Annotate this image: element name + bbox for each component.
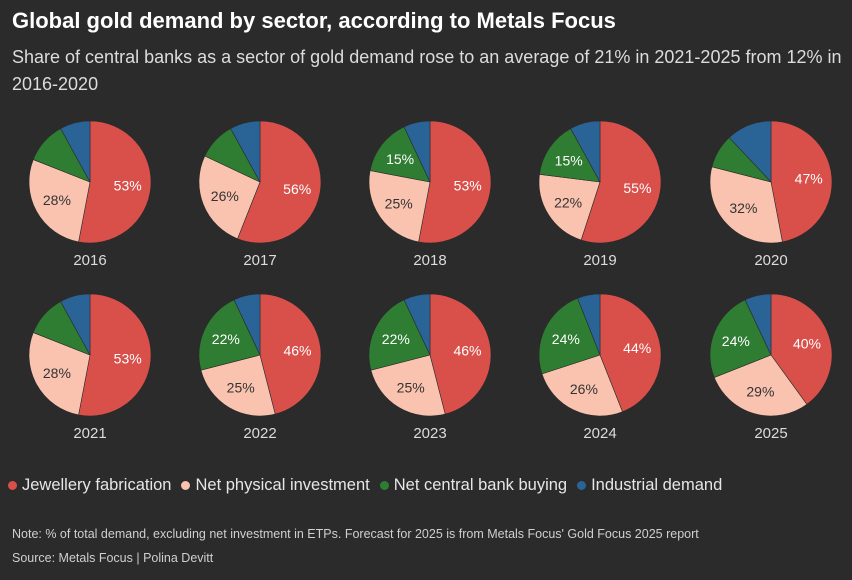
pie-slice-industrial-demand <box>60 293 91 356</box>
pie-2022: 46% 25% 22% 2022 <box>198 293 322 442</box>
pie-2023: 46% 25% 22% 2023 <box>368 293 492 442</box>
pie-slice-jewellery-fabrication <box>78 120 152 244</box>
slice-data-label: 28% <box>43 365 71 381</box>
legend-dot-icon <box>379 481 389 490</box>
pie-2017: 56% 26% 2017 <box>198 120 322 269</box>
pie-2018: 53% 25% 15% 2018 <box>368 120 492 269</box>
pie-slice-jewellery-fabrication <box>259 293 322 415</box>
pie-year-label: 2023 <box>413 425 446 442</box>
pie-2019: 55% 22% 15% 2019 <box>538 120 662 269</box>
slice-data-label: 22% <box>382 331 410 347</box>
slice-data-label: 15% <box>555 153 583 169</box>
chart-subtitle: Share of central banks as a sector of go… <box>12 47 842 94</box>
slice-data-label: 26% <box>570 381 598 397</box>
pie-slice-jewellery-fabrication <box>770 293 833 405</box>
slice-data-label: 46% <box>453 342 481 358</box>
pie-slice-net-physical-investment <box>198 155 261 240</box>
legend-label: Net physical investment <box>195 476 370 494</box>
pie-slice-jewellery-fabrication <box>770 120 833 243</box>
pie-2016: 53% 28% 2016 <box>28 120 152 269</box>
pie-slice-industrial-demand <box>233 293 261 356</box>
pie-year-label: 2024 <box>583 425 616 442</box>
pie-slice-industrial-demand <box>403 120 431 183</box>
pie-year-label: 2019 <box>583 252 616 269</box>
pie-2025: 40% 29% 24% 2025 <box>709 293 833 442</box>
pie-slice-industrial-demand <box>230 120 261 183</box>
pie-2021: 53% 28% 2021 <box>28 293 152 442</box>
slice-data-label: 32% <box>729 200 757 216</box>
slice-data-label: 25% <box>397 380 425 396</box>
slice-data-label: 26% <box>211 188 239 204</box>
slice-data-label: 53% <box>114 178 142 194</box>
slice-data-label: 22% <box>554 194 582 210</box>
pie-slice-industrial-demand <box>570 120 601 183</box>
source-credit: Source: Metals Focus | Polina Devitt <box>12 551 214 565</box>
legend-dot-icon <box>8 481 17 490</box>
pie-slice-net-central-bank-buying <box>709 299 772 378</box>
pie-year-label: 2018 <box>413 252 446 269</box>
pie-year-label: 2022 <box>243 425 276 442</box>
pie-slice-industrial-demand <box>728 120 772 183</box>
pie-slice-net-physical-investment <box>713 354 808 417</box>
slice-data-label: 25% <box>227 380 255 396</box>
legend-item-jewellery: Jewellery fabrication <box>8 476 171 495</box>
pie-slice-net-physical-investment <box>368 170 431 243</box>
slice-data-label: 22% <box>212 331 240 347</box>
slice-data-label: 29% <box>746 383 774 399</box>
slice-data-label: 25% <box>385 195 413 211</box>
legend-item-net-physical-investment: Net physical investment <box>181 476 370 495</box>
pie-year-label: 2016 <box>73 252 106 269</box>
legend-label: Jewellery fabrication <box>22 476 172 494</box>
legend-label: Net central bank buying <box>393 476 568 494</box>
slice-data-label: 15% <box>386 151 414 167</box>
slice-data-label: 46% <box>283 342 311 358</box>
pie-2024: 44% 26% 24% 2024 <box>538 293 662 442</box>
pie-slice-net-central-bank-buying <box>369 126 431 183</box>
pie-slice-net-physical-investment <box>28 332 91 416</box>
pie-year-label: 2017 <box>243 252 276 269</box>
slice-data-label: 44% <box>623 340 651 356</box>
pie-slice-industrial-demand <box>744 293 772 356</box>
slice-data-label: 24% <box>552 331 580 347</box>
pie-year-label: 2025 <box>754 425 787 442</box>
legend-item-central-bank: Net central bank buying <box>379 476 568 495</box>
chart-title: Global gold demand by sector, according … <box>12 8 616 33</box>
pie-slice-net-physical-investment <box>370 354 446 417</box>
pie-slice-net-physical-investment <box>200 354 276 417</box>
pie-slice-industrial-demand <box>403 293 431 356</box>
slice-data-label: 53% <box>454 178 482 194</box>
legend-item-industrial: Industrial demand <box>577 476 722 495</box>
slice-data-label: 53% <box>114 351 142 367</box>
legend: Jewellery fabrication Net physical inves… <box>8 476 732 495</box>
slice-data-label: 56% <box>283 181 311 197</box>
pie-slice-industrial-demand <box>577 293 601 356</box>
legend-dot-icon <box>577 481 587 490</box>
pie-year-label: 2020 <box>754 252 787 269</box>
pie-slice-industrial-demand <box>60 120 91 183</box>
slice-data-label: 24% <box>722 333 750 349</box>
legend-dot-icon <box>181 481 191 490</box>
pie-2020: 47% 32% 2020 <box>709 120 833 269</box>
pie-slice-jewellery-fabrication <box>580 120 662 244</box>
pie-slice-net-physical-investment <box>541 354 623 417</box>
pie-year-label: 2021 <box>73 425 106 442</box>
pie-charts-grid: 53% 28% 2016 56% 26% 2017 53% 25% 15% 2018 55% 22% 1… <box>28 120 833 442</box>
pie-slice-net-central-bank-buying <box>198 299 261 371</box>
slice-data-label: 40% <box>793 335 821 351</box>
slice-data-label: 28% <box>43 192 71 208</box>
pie-slice-jewellery-fabrication <box>429 293 492 415</box>
pie-slice-jewellery-fabrication <box>418 120 492 244</box>
pie-slice-jewellery-fabrication <box>78 293 152 417</box>
slice-data-label: 47% <box>795 170 823 186</box>
pie-slice-net-physical-investment <box>28 159 91 243</box>
pie-slice-net-central-bank-buying <box>539 128 601 183</box>
pie-slice-jewellery-fabrication <box>599 293 662 413</box>
footnote: Note: % of total demand, excluding net i… <box>12 527 699 541</box>
pie-slice-net-physical-investment <box>538 174 601 241</box>
pie-slice-net-central-bank-buying <box>368 299 431 371</box>
slice-data-label: 55% <box>623 180 651 196</box>
pie-slice-jewellery-fabrication <box>237 120 322 244</box>
pie-slice-net-physical-investment <box>709 166 783 244</box>
legend-label: Industrial demand <box>591 476 723 494</box>
